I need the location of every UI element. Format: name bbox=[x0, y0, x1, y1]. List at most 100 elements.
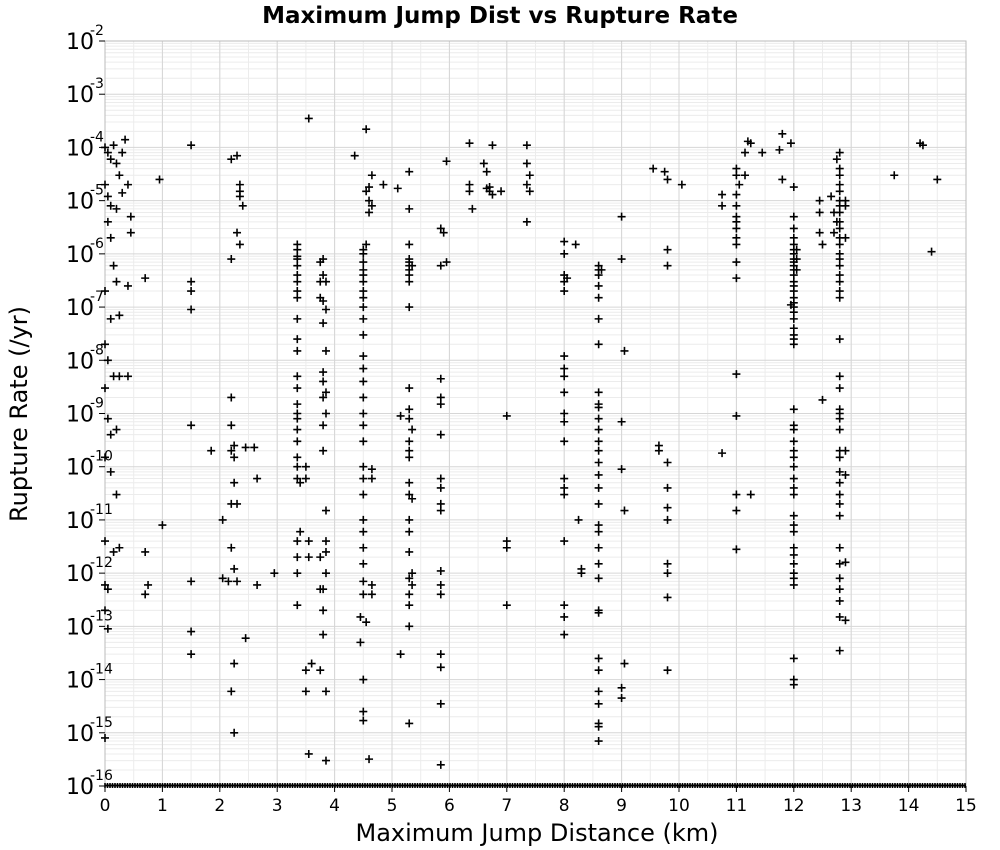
data-point bbox=[405, 453, 414, 462]
data-point bbox=[789, 543, 798, 552]
data-point bbox=[319, 585, 328, 594]
data-point bbox=[241, 443, 250, 452]
data-point bbox=[841, 616, 850, 625]
data-point bbox=[319, 297, 328, 306]
data-point bbox=[109, 141, 118, 150]
data-point bbox=[594, 499, 603, 508]
data-point bbox=[835, 596, 844, 605]
data-point bbox=[296, 478, 305, 487]
data-point bbox=[789, 654, 798, 663]
x-tick-label: 8 bbox=[559, 796, 570, 816]
data-point bbox=[617, 212, 626, 221]
y-tick-label: 10 bbox=[66, 83, 94, 108]
data-point bbox=[359, 490, 368, 499]
data-point bbox=[293, 537, 302, 546]
data-point bbox=[502, 601, 511, 610]
data-point bbox=[663, 559, 672, 568]
data-point bbox=[101, 340, 109, 349]
data-point bbox=[359, 590, 368, 599]
data-point bbox=[103, 192, 112, 201]
data-point bbox=[436, 580, 445, 589]
data-point bbox=[405, 384, 414, 393]
data-point bbox=[560, 388, 569, 397]
data-point bbox=[436, 566, 445, 575]
y-tick-exponent: -11 bbox=[90, 502, 113, 518]
data-point bbox=[835, 171, 844, 180]
data-point bbox=[101, 453, 109, 462]
data-point bbox=[442, 258, 451, 267]
data-point bbox=[230, 453, 239, 462]
data-point bbox=[359, 364, 368, 373]
data-point bbox=[560, 437, 569, 446]
data-point bbox=[293, 384, 302, 393]
x-tick-label: 13 bbox=[840, 796, 862, 816]
data-point bbox=[436, 224, 445, 233]
data-point bbox=[594, 699, 603, 708]
y-tick-exponent: -3 bbox=[90, 76, 104, 92]
data-point bbox=[835, 208, 844, 217]
data-point bbox=[594, 737, 603, 746]
data-point bbox=[359, 409, 368, 418]
data-point bbox=[789, 559, 798, 568]
data-point bbox=[359, 303, 368, 312]
data-point bbox=[594, 281, 603, 290]
data-point bbox=[405, 490, 414, 499]
data-point bbox=[359, 515, 368, 524]
data-point bbox=[227, 446, 236, 455]
data-point bbox=[408, 425, 417, 434]
data-point bbox=[594, 388, 603, 397]
x-tick-label: 6 bbox=[444, 796, 455, 816]
data-point bbox=[620, 659, 629, 668]
data-point bbox=[106, 233, 115, 242]
data-point bbox=[253, 474, 262, 483]
data-point bbox=[789, 580, 798, 589]
data-point bbox=[106, 201, 115, 210]
data-point bbox=[293, 474, 302, 483]
data-point bbox=[250, 443, 259, 452]
y-tick-exponent: -6 bbox=[90, 236, 104, 252]
data-point bbox=[187, 627, 196, 636]
data-point bbox=[594, 574, 603, 583]
data-point bbox=[405, 574, 414, 583]
data-point bbox=[789, 474, 798, 483]
data-point bbox=[319, 393, 328, 402]
data-point bbox=[502, 411, 511, 420]
data-point bbox=[732, 274, 741, 283]
data-point bbox=[405, 478, 414, 487]
data-point bbox=[359, 314, 368, 323]
x-axis-label: Maximum Jump Distance (km) bbox=[356, 819, 719, 847]
x-tick-label: 0 bbox=[100, 796, 111, 816]
data-point bbox=[103, 414, 112, 423]
data-point bbox=[408, 580, 417, 589]
data-point bbox=[109, 547, 118, 556]
data-point bbox=[786, 139, 795, 148]
data-point bbox=[594, 314, 603, 323]
data-point bbox=[663, 261, 672, 270]
data-point bbox=[293, 346, 302, 355]
data-point bbox=[405, 303, 414, 312]
data-point bbox=[835, 543, 844, 552]
data-point bbox=[293, 261, 302, 270]
data-point bbox=[620, 506, 629, 515]
data-point bbox=[367, 465, 376, 474]
y-tick-exponent: -16 bbox=[90, 768, 113, 784]
data-point bbox=[594, 293, 603, 302]
data-point bbox=[296, 527, 305, 536]
data-point bbox=[359, 527, 368, 536]
data-point bbox=[560, 612, 569, 621]
data-point bbox=[218, 574, 227, 583]
data-point bbox=[560, 249, 569, 258]
data-point bbox=[577, 569, 586, 578]
data-point bbox=[835, 384, 844, 393]
data-point bbox=[359, 421, 368, 430]
data-point bbox=[106, 430, 115, 439]
y-tick-label: 10 bbox=[66, 615, 94, 640]
data-point bbox=[594, 483, 603, 492]
data-point bbox=[106, 155, 115, 164]
data-point bbox=[522, 141, 531, 150]
data-point bbox=[227, 155, 236, 164]
x-tick-label: 2 bbox=[214, 796, 225, 816]
data-point bbox=[841, 446, 850, 455]
data-point bbox=[224, 577, 233, 586]
